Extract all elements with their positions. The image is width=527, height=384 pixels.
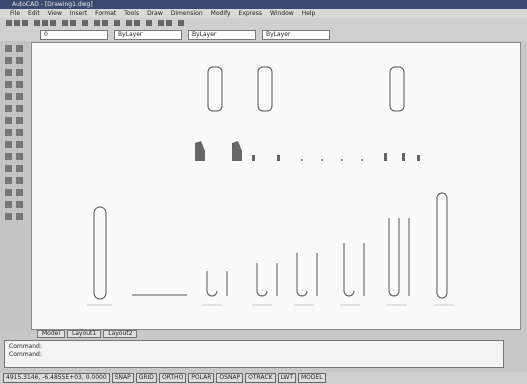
coordinates: 4915.3146, -6.4855E+03, 0.0000: [3, 373, 110, 383]
layout-tab[interactable]: Model: [37, 330, 65, 338]
layout-tab[interactable]: Layout2: [103, 330, 137, 338]
menu-item[interactable]: Format: [95, 9, 116, 18]
command-line: Command:: [9, 351, 499, 359]
color-combo[interactable]: ByLayer: [114, 30, 182, 40]
menu-item[interactable]: Express: [239, 9, 262, 18]
status-button[interactable]: LWT: [278, 373, 296, 383]
toolbar-icons: [0, 41, 30, 331]
menu-item[interactable]: File: [10, 9, 20, 18]
draw-toolbar: [0, 41, 30, 331]
menu-item[interactable]: Dimension: [171, 9, 203, 18]
menu-bar: File Edit View Insert Format Tools Draw Dimensi…: [0, 9, 527, 18]
layout-tab[interactable]: Layout1: [67, 330, 101, 338]
menu-item[interactable]: View: [48, 9, 62, 18]
menu-item[interactable]: Tools: [124, 9, 139, 18]
title-bar: AutoCAD - [Drawing1.dwg]: [0, 0, 527, 9]
menu-item[interactable]: Edit: [28, 9, 40, 18]
menu-item[interactable]: Modify: [211, 9, 231, 18]
status-button[interactable]: OSNAP: [216, 373, 243, 383]
menu-item[interactable]: Window: [270, 9, 294, 18]
lineweight-combo[interactable]: ByLayer: [262, 30, 330, 40]
autocad-window: AutoCAD - [Drawing1.dwg] File Edit View Ins…: [0, 0, 527, 384]
toolbar-icons: [0, 18, 527, 29]
status-button[interactable]: SNAP: [112, 373, 134, 383]
status-button[interactable]: GRID: [136, 373, 157, 383]
menu-item[interactable]: Insert: [70, 9, 87, 18]
menu-item[interactable]: Draw: [147, 9, 163, 18]
status-button[interactable]: ORTHO: [159, 373, 186, 383]
standard-toolbar: [0, 18, 527, 29]
linetype-combo[interactable]: ByLayer: [188, 30, 256, 40]
menu-item[interactable]: Help: [302, 9, 316, 18]
status-button[interactable]: OTRACK: [245, 373, 275, 383]
layers-toolbar: 0 ByLayer ByLayer ByLayer: [0, 29, 527, 41]
status-button[interactable]: MODEL: [298, 373, 326, 383]
drawing: [32, 43, 520, 329]
status-button[interactable]: POLAR: [188, 373, 214, 383]
command-window[interactable]: Command:Command:: [4, 340, 504, 368]
layer-combo[interactable]: 0: [40, 30, 108, 40]
drawing-area[interactable]: [31, 42, 521, 330]
command-line: Command:: [9, 343, 499, 351]
